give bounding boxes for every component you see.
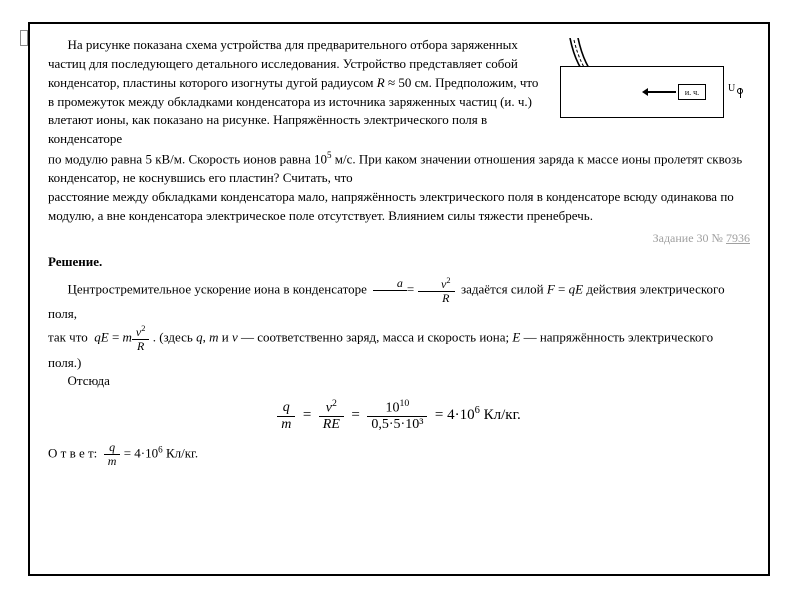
left-tab-marker (20, 30, 28, 46)
device-diagram: и. ч. U (550, 38, 750, 130)
slide: и. ч. U На рисунке показана схема устрой… (0, 0, 800, 600)
solution-hence: Отсюда (48, 372, 750, 391)
task-reference: Задание 30 № 7936 (48, 230, 750, 247)
solution-line-2b: поля.) (48, 354, 750, 373)
answer-line: О т в е т: qm = 4·106 Кл/кг. (48, 441, 750, 468)
problem-section: и. ч. U На рисунке показана схема устрой… (48, 36, 750, 226)
voltage-label: U (728, 82, 735, 97)
entry-arrow-icon (646, 91, 676, 93)
problem-text-3: расстояние между обкладками конденсатора… (48, 188, 750, 226)
ion-source-box: и. ч. (678, 84, 706, 100)
main-formula: qm = v2RE = 10100,5·5·10³ = 4·106 Кл/кг. (48, 399, 750, 432)
content-frame: и. ч. U На рисунке показана схема устрой… (28, 22, 770, 576)
terminal-line-icon (740, 88, 741, 98)
problem-text-2: по модулю равна 5 кВ/м. Скорость ионов р… (48, 149, 750, 188)
solution-line-2: так что qE = mv2R . (здесь q, m и v — со… (48, 324, 750, 353)
solution-line-1: Центростремительное ускорение иона в кон… (48, 276, 750, 324)
solution-heading: Решение. (48, 253, 750, 272)
